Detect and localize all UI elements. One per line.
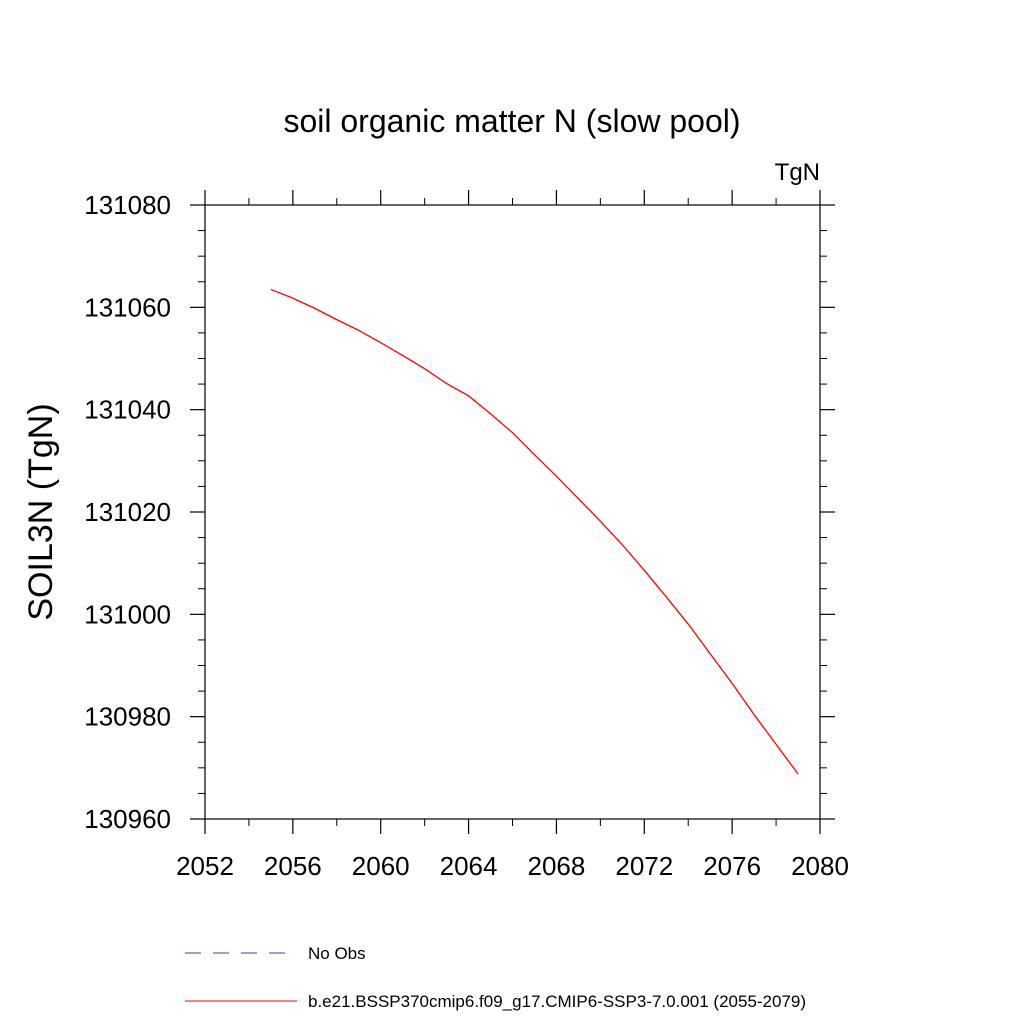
x-tick-label: 2056: [264, 851, 322, 881]
plot-frame: [204, 204, 821, 820]
legend: No Obs b.e21.BSSP370cmip6.f09_g17.CMIP6-S…: [185, 944, 806, 1011]
x-tick-label: 2064: [440, 851, 498, 881]
axes: 2052 2056 2060 2064 2068 2072 2076 2080 130960 13…: [84, 190, 849, 881]
x-tick-label: 2052: [176, 851, 234, 881]
series-lines: [270, 288, 799, 775]
x-tick-label: 2060: [352, 851, 410, 881]
legend-label-1: b.e21.BSSP370cmip6.f09_g17.CMIP6-SSP3-7.…: [308, 992, 806, 1011]
x-tick-label: 2076: [703, 851, 761, 881]
y-tick-label: 131040: [84, 395, 171, 425]
x-tick-label: 2068: [528, 851, 586, 881]
y-tick-label: 131060: [84, 292, 171, 322]
y-axis-label: SOIL3N (TgN): [22, 403, 60, 620]
x-tick-label: 2080: [791, 851, 849, 881]
y-tick-label: 130980: [84, 702, 171, 732]
y-tick-label: 131000: [84, 599, 171, 629]
legend-label-0: No Obs: [308, 944, 366, 963]
y-tick-label: 130960: [84, 804, 171, 834]
y-tick-label: 131020: [84, 497, 171, 527]
y-tick-label: 131080: [84, 190, 171, 220]
series-line-1: [270, 288, 799, 775]
x-tick-label: 2072: [615, 851, 673, 881]
chart-title: soil organic matter N (slow pool): [283, 103, 740, 139]
units-label: TgN: [775, 159, 820, 186]
